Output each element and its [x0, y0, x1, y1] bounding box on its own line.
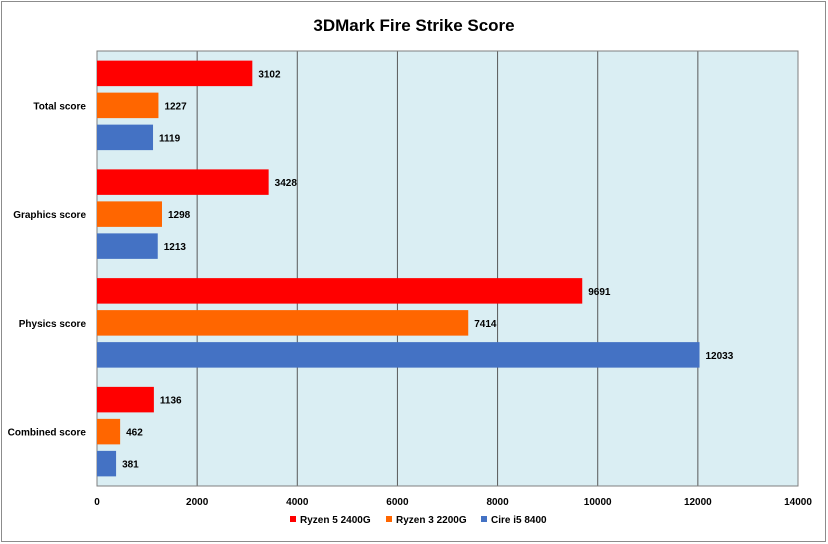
- bar-total-score-ryzen-3-2200g: [97, 92, 159, 119]
- x-tick-label: 8000: [486, 497, 509, 508]
- plot-border: [96, 50, 799, 487]
- bar-combined-score-ryzen-5-2400g: [97, 386, 154, 413]
- category-label-total-score: Total score: [33, 101, 86, 112]
- category-label-physics-score: Physics score: [19, 319, 87, 330]
- legend-swatch-cire-i5-8400: [481, 516, 487, 522]
- bar-total-score-cire-i5-8400: [97, 124, 154, 151]
- value-label: 1298: [168, 210, 191, 221]
- x-tick-label: 10000: [584, 497, 612, 508]
- value-label: 1136: [160, 396, 182, 407]
- x-tick-label: 2000: [186, 497, 209, 508]
- value-label: 3428: [275, 178, 298, 189]
- x-tick-label: 14000: [784, 497, 812, 508]
- legend: Ryzen 5 2400G Ryzen 3 2200G Cire i5 8400: [290, 515, 547, 526]
- value-labels-group: 3102 1227 1119 3428 1298 1213 9691 7414 12033 113…: [122, 69, 734, 470]
- category-label-graphics-score: Graphics score: [13, 210, 86, 221]
- category-labels-group: Total score Graphics score Physics score Co…: [8, 101, 87, 438]
- bar-combined-score-ryzen-3-2200g: [97, 418, 121, 445]
- gridlines: [96, 50, 799, 487]
- x-tick-label: 4000: [286, 497, 309, 508]
- plot-area: [97, 51, 798, 486]
- x-tick-label: 6000: [386, 497, 409, 508]
- value-label: 1213: [164, 242, 187, 253]
- legend-label-cire-i5-8400: Cire i5 8400: [491, 515, 547, 526]
- chart-title: 3DMark Fire Strike Score: [313, 16, 514, 35]
- value-label: 1227: [164, 101, 187, 112]
- x-tick-labels-group: 0 2000 4000 6000 8000 10000 12000 14000: [94, 497, 812, 508]
- legend-swatch-ryzen-5-2400g: [290, 516, 296, 522]
- bar-total-score-ryzen-5-2400g: [97, 60, 253, 87]
- value-label: 9691: [588, 287, 611, 298]
- bar-physics-score-ryzen-3-2200g: [97, 310, 469, 336]
- bar-graphics-score-ryzen-5-2400g: [97, 169, 269, 195]
- value-label: 1119: [159, 133, 181, 144]
- legend-label-ryzen-5-2400g: Ryzen 5 2400G: [300, 515, 371, 526]
- x-tick-label: 0: [94, 497, 100, 508]
- legend-swatch-ryzen-3-2200g: [386, 516, 392, 522]
- value-label: 381: [122, 460, 139, 471]
- bars-group: [97, 60, 700, 477]
- value-label: 462: [126, 428, 143, 439]
- x-tick-label: 12000: [684, 497, 712, 508]
- value-label: 3102: [258, 69, 281, 80]
- bar-combined-score-cire-i5-8400: [97, 450, 117, 477]
- bar-physics-score-cire-i5-8400: [97, 342, 700, 368]
- legend-label-ryzen-3-2200g: Ryzen 3 2200G: [396, 515, 467, 526]
- value-label: 7414: [474, 319, 497, 330]
- bar-physics-score-ryzen-5-2400g: [97, 278, 583, 304]
- value-label: 12033: [706, 351, 734, 362]
- bar-graphics-score-cire-i5-8400: [97, 233, 158, 259]
- bar-graphics-score-ryzen-3-2200g: [97, 201, 162, 227]
- category-label-combined-score: Combined score: [8, 428, 87, 439]
